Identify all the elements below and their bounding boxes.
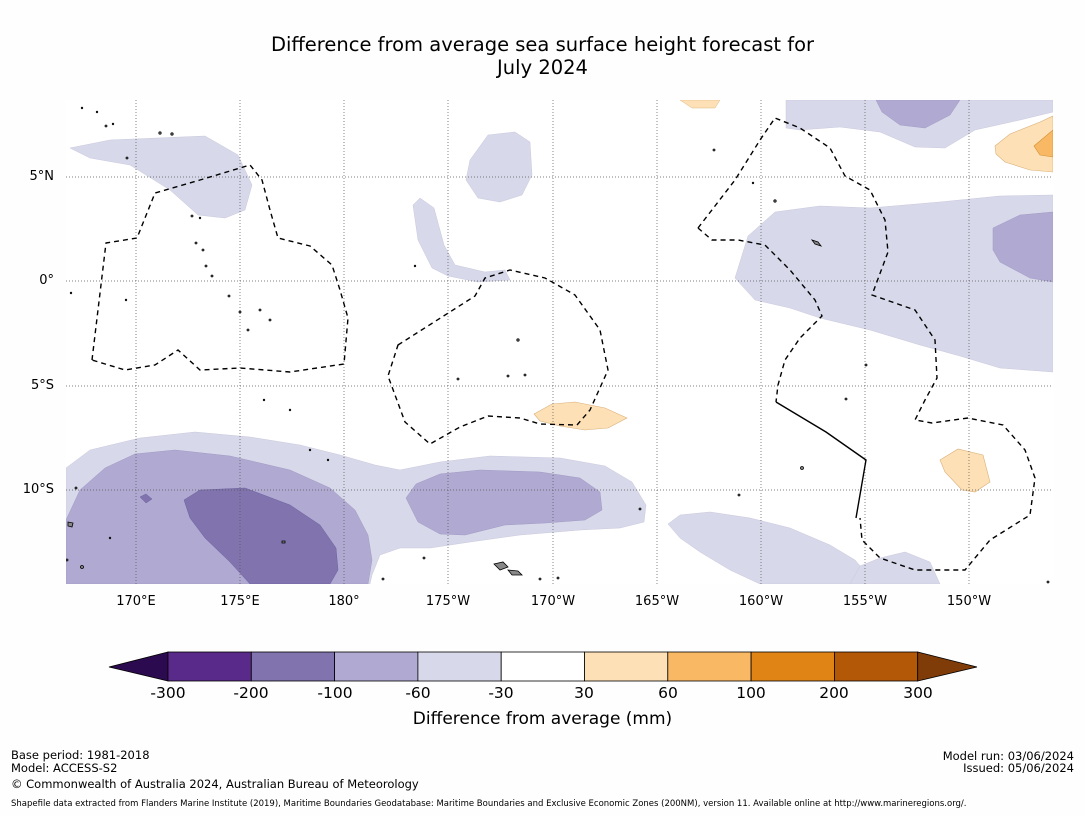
lon-label-160w: 160°W [738, 594, 784, 609]
colorbar-tick: 200 [819, 684, 849, 702]
map-plot-area [66, 100, 1053, 584]
issued-date: Issued: 05/06/2024 [963, 761, 1074, 775]
lon-label-170w: 170°W [530, 594, 576, 609]
colorbar-tick: 100 [736, 684, 766, 702]
eez-boundaries [91, 117, 1036, 571]
colorbar-bin-6 [584, 651, 669, 682]
maritime-boundary-solid [775, 401, 867, 519]
graticule [66, 100, 1053, 584]
colorbar [108, 651, 978, 682]
chart-title-line-1: Difference from average sea surface heig… [270, 33, 815, 56]
colorbar-extend-low [108, 651, 169, 682]
lat-label-10s: 10°S [22, 482, 54, 497]
negative-anomaly-strong-regions [139, 487, 339, 584]
lat-label-5n: 5°N [29, 169, 55, 184]
colorbar-extend-high [917, 651, 978, 682]
lat-label-0: 0° [39, 273, 54, 288]
colorbar-bin-4 [417, 651, 502, 682]
lon-label-180: 180° [328, 594, 360, 609]
colorbar-label: Difference from average (mm) [412, 709, 673, 729]
colorbar-bin-3 [334, 651, 419, 682]
colorbar-bin-5 [500, 651, 585, 682]
colorbar-bin-2 [250, 651, 336, 682]
lon-label-150w: 150°W [946, 594, 992, 609]
colorbar-tick: 300 [903, 684, 933, 702]
lat-label-5s: 5°S [30, 378, 54, 393]
colorbar-tick: -300 [150, 684, 186, 702]
colorbar-tick: 60 [658, 684, 678, 702]
base-period: Base period: 1981-2018 [11, 748, 150, 762]
colorbar-bin-8 [750, 651, 835, 682]
colorbar-bin-1 [167, 651, 252, 682]
positive-anomaly-regions [533, 115, 1053, 493]
colorbar-tick: -100 [317, 684, 353, 702]
lon-label-170e: 170°E [116, 594, 156, 609]
lon-label-175e: 175°E [220, 594, 260, 609]
colorbar-tick: -60 [405, 684, 431, 702]
shapefile-attribution: Shapefile data extracted from Flanders M… [11, 799, 967, 809]
copyright: © Commonwealth of Australia 2024, Austra… [11, 777, 419, 791]
positive-anomaly-peak-region [1033, 129, 1053, 158]
colorbar-tick: 30 [574, 684, 594, 702]
colorbar-bin-7 [667, 651, 752, 682]
colorbar-tick: -30 [488, 684, 514, 702]
model-run-date: Model run: 03/06/2024 [942, 749, 1074, 763]
colorbar-bin-9 [834, 651, 919, 682]
chart-title-line-2: July 2024 [497, 56, 588, 79]
model-name: Model: ACCESS-S2 [11, 761, 118, 775]
islands [66, 106, 1050, 584]
lon-label-165w: 165°W [634, 594, 680, 609]
lon-label-175w: 175°W [425, 594, 471, 609]
colorbar-tick: -200 [233, 684, 269, 702]
lon-label-155w: 155°W [842, 594, 888, 609]
